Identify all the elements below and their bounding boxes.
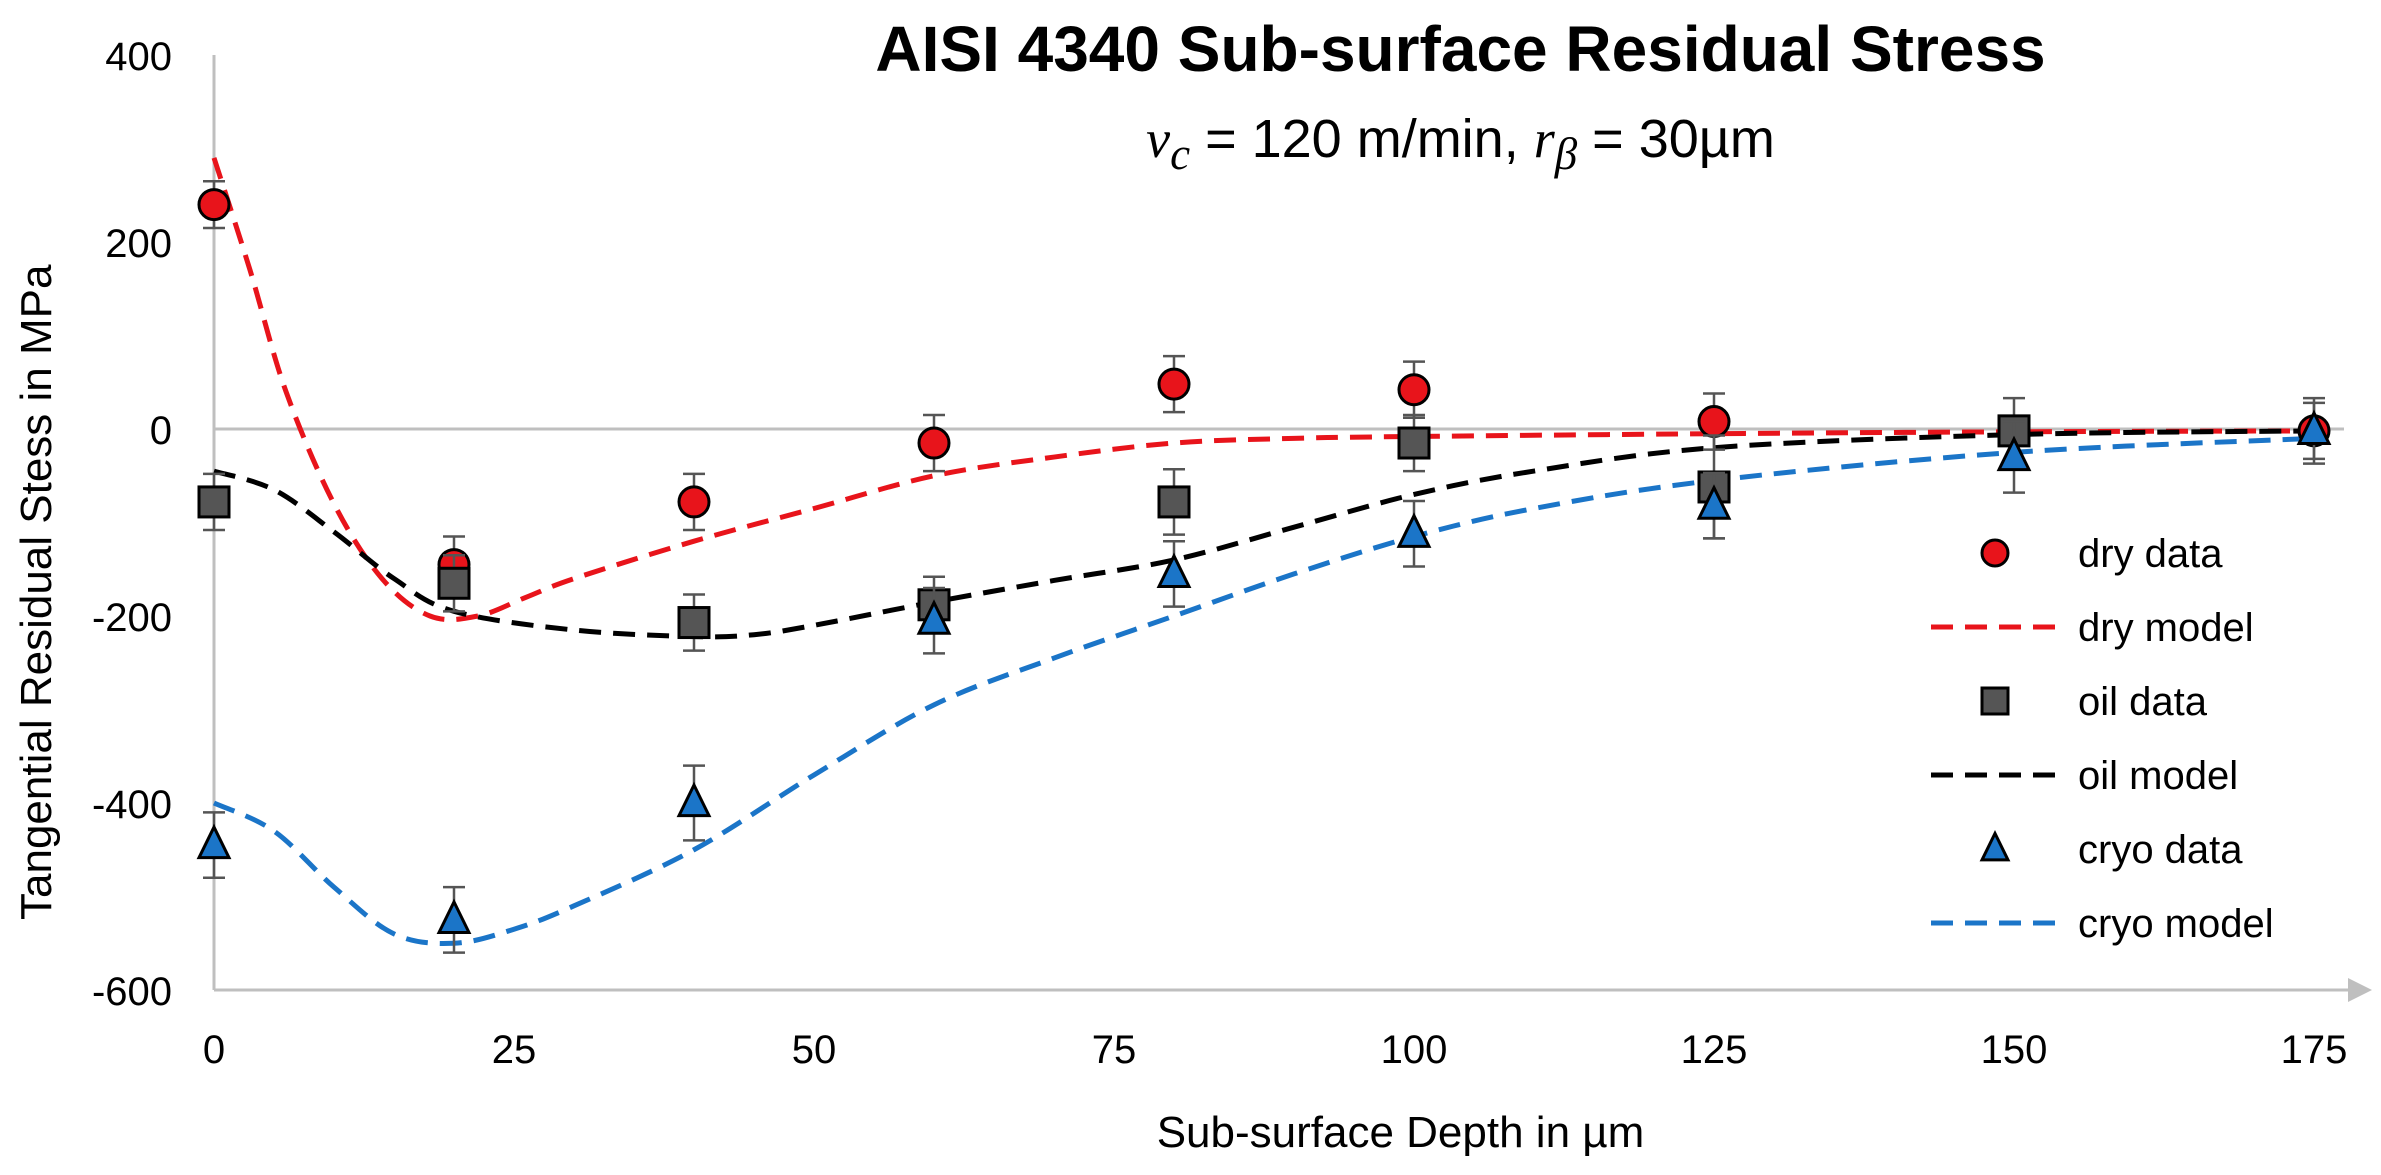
dry-data-point	[197, 188, 231, 222]
chart-subtitle: vc = 120 m/min, rβ = 30µm	[270, 108, 2381, 180]
dry-data-point	[917, 426, 951, 460]
dry-data-point	[677, 485, 711, 519]
legend: dry data dry model oil data oil model cryo d…	[1931, 532, 2274, 946]
x-axis-label: Sub-surface Depth in µm	[1156, 1108, 1645, 1157]
cryo-data-point	[1396, 512, 1432, 548]
y-tick-label: 0	[150, 409, 172, 453]
legend-cryo-data-symbol	[1979, 829, 2011, 862]
x-tick-label: 50	[792, 1028, 837, 1072]
x-tick-label: 25	[492, 1028, 537, 1072]
subtitle-v-sub: c	[1170, 128, 1191, 179]
legend-dry-data-label: dry data	[2078, 532, 2223, 576]
oil-data-point	[677, 606, 711, 640]
oil-data-point	[437, 566, 471, 600]
cryo-data-point	[436, 898, 472, 934]
chart-title: AISI 4340 Sub-surface Residual Stress	[875, 13, 2046, 85]
y-axis-label: Tangential Residual Stess in MPa	[12, 264, 61, 920]
subtitle-v-symbol: v	[1146, 109, 1171, 169]
x-tick-label: 175	[2281, 1028, 2348, 1072]
y-tick-label: -600	[92, 970, 172, 1014]
x-tick-label: 0	[203, 1028, 225, 1072]
subtitle-r-symbol: r	[1533, 109, 1555, 169]
x-tick-label: 150	[1981, 1028, 2048, 1072]
cryo-data-point	[2296, 409, 2332, 445]
dry-data-series	[197, 179, 2331, 594]
dry-data-point	[1697, 405, 1731, 439]
dry-data-point	[1157, 367, 1191, 401]
legend-oil-data-label: oil data	[2078, 680, 2208, 724]
cryo-data-point	[1156, 552, 1192, 589]
oil-data-point	[1397, 426, 1431, 460]
oil-data-series	[197, 396, 2031, 652]
legend-dry-model-label: dry model	[2078, 606, 2254, 650]
oil-model-line	[213, 428, 2315, 640]
cryo-data-point	[916, 599, 952, 635]
legend-cryo-data-label: cryo data	[2078, 828, 2243, 872]
subtitle-v-text: = 120 m/min,	[1190, 109, 1534, 169]
cryo-data-point	[1696, 484, 1732, 520]
y-tick-label: 400	[105, 35, 172, 79]
y-tick-label: -400	[92, 783, 172, 827]
subtitle-r-text: = 30µm	[1577, 109, 1775, 169]
legend-cryo-model-label: cryo model	[2078, 902, 2274, 946]
x-tick-label: 100	[1381, 1028, 1448, 1072]
oil-data-point	[197, 485, 231, 519]
cryo-data-point	[196, 823, 232, 860]
legend-dry-data-symbol	[1980, 538, 2010, 568]
subtitle-r-sub: β	[1554, 128, 1578, 179]
oil-model-series	[213, 428, 2315, 640]
legend-oil-model-label: oil model	[2078, 754, 2238, 798]
x-axis-arrow-icon	[2348, 978, 2372, 1002]
x-tick-label: 125	[1681, 1028, 1748, 1072]
oil-data-point	[1157, 485, 1191, 519]
y-tick-label: 200	[105, 222, 172, 266]
x-tick-label: 75	[1092, 1028, 1137, 1072]
legend-oil-data-symbol	[1980, 686, 2010, 716]
y-tick-label: -200	[92, 596, 172, 640]
cryo-data-series	[196, 396, 2332, 954]
dry-data-point	[1397, 373, 1431, 407]
cryo-data-point	[1996, 435, 2032, 472]
cryo-data-point	[676, 781, 712, 818]
